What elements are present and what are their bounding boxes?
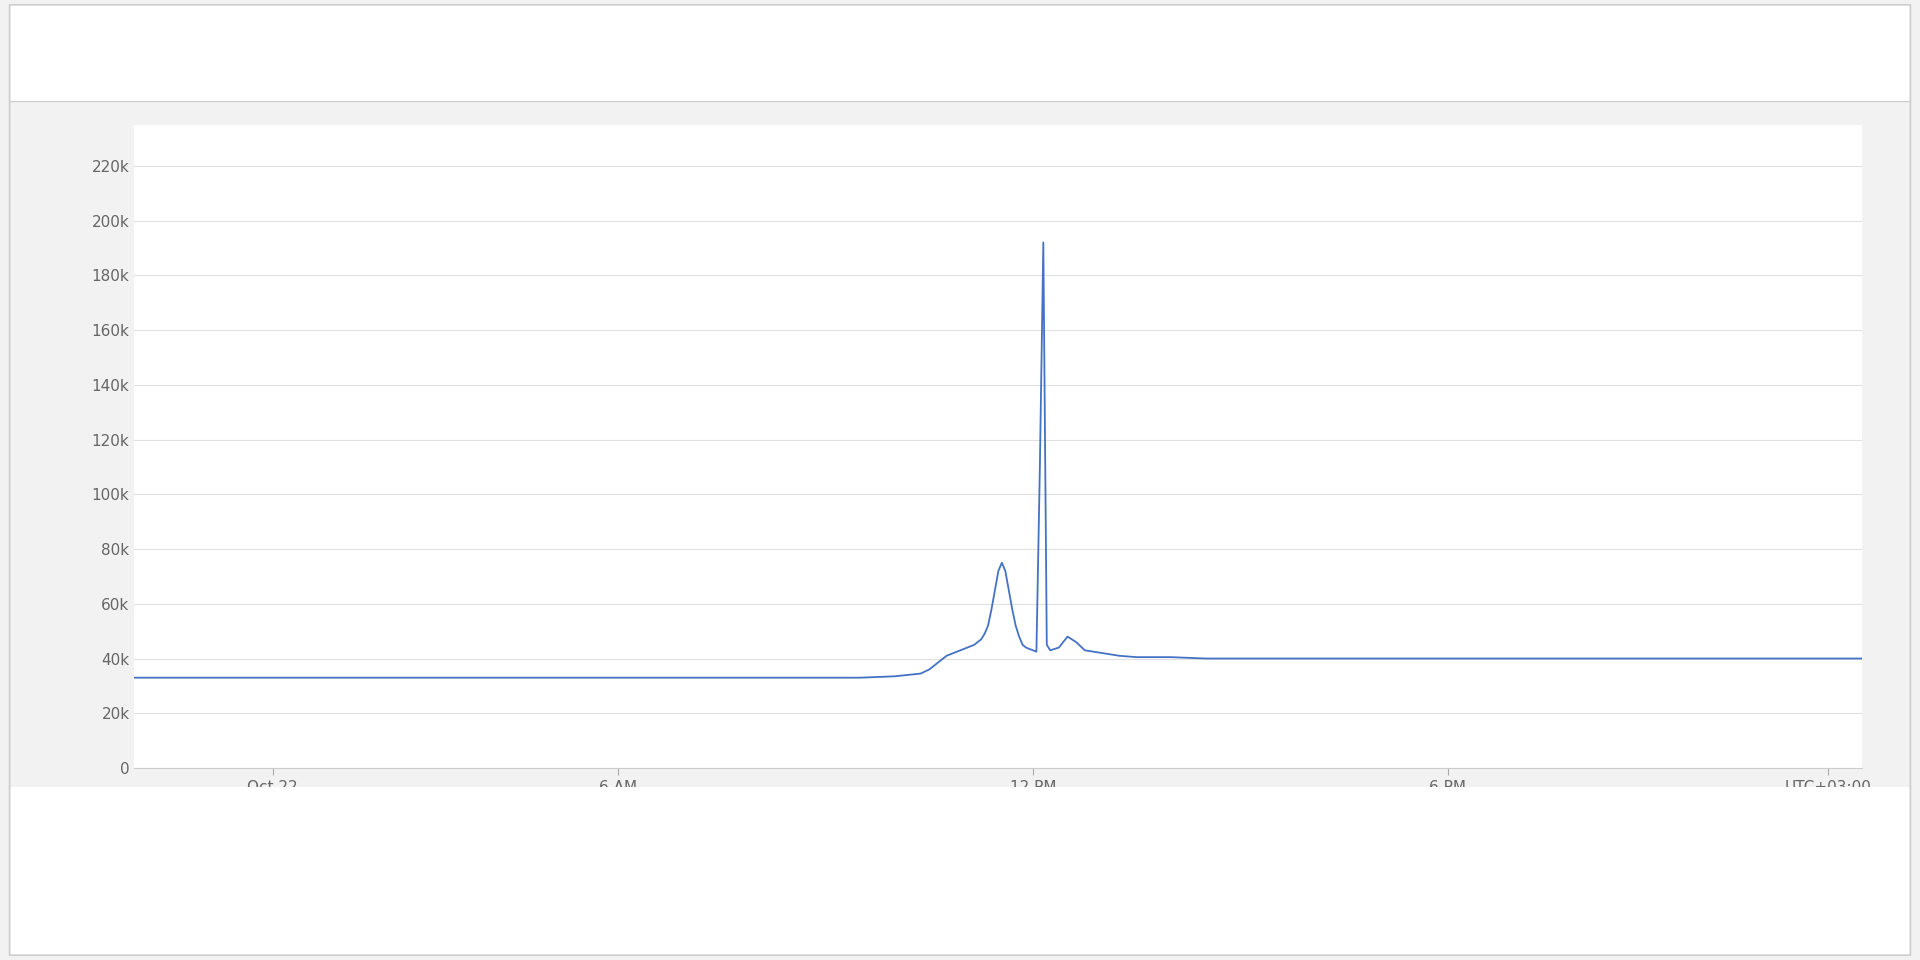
Text: Tempdb Data File Size Kilobytes (Max): Tempdb Data File Size Kilobytes (Max) [148,792,401,805]
Text: 195.9: 195.9 [140,880,227,909]
Text: k: k [207,889,217,906]
Ellipse shape [79,36,179,81]
Text: - Tempdb Metrics: - Tempdb Metrics [265,46,451,65]
Ellipse shape [180,820,238,854]
Ellipse shape [156,38,238,78]
Polygon shape [25,35,56,82]
Ellipse shape [146,819,198,856]
